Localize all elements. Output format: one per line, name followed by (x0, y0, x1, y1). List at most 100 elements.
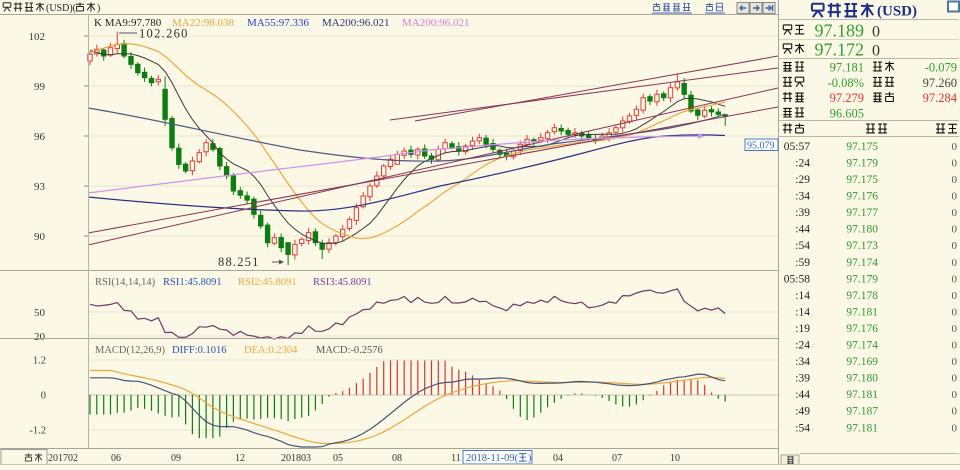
svg-text:88.251: 88.251 (218, 255, 260, 269)
svg-text:07: 07 (612, 453, 622, 464)
svg-text:97.176: 97.176 (846, 191, 878, 203)
svg-text::39: :39 (795, 373, 810, 385)
svg-text:): ) (97, 3, 100, 14)
svg-text:96: 96 (34, 131, 46, 143)
svg-text:97.181: 97.181 (830, 61, 864, 75)
svg-text:): ) (528, 453, 532, 464)
svg-text::24: :24 (795, 340, 810, 352)
svg-text:93: 93 (34, 181, 46, 193)
svg-text:97.172: 97.172 (815, 40, 865, 60)
svg-text::59: :59 (795, 257, 810, 269)
svg-text:97.175: 97.175 (846, 141, 878, 153)
svg-text:0: 0 (952, 141, 958, 153)
svg-text:0: 0 (952, 273, 958, 285)
svg-text:0: 0 (952, 191, 958, 203)
svg-text:97.187: 97.187 (846, 406, 878, 418)
svg-text:RSI(14,14,14): RSI(14,14,14) (95, 277, 156, 288)
svg-text:97.180: 97.180 (846, 373, 878, 385)
svg-text:06: 06 (111, 453, 121, 464)
svg-text:MACD(12,26,9): MACD(12,26,9) (95, 345, 166, 356)
svg-text::24: :24 (795, 157, 810, 169)
svg-text:97.284: 97.284 (923, 91, 958, 105)
svg-text:0: 0 (952, 340, 958, 352)
svg-text:DEA:0.2304: DEA:0.2304 (244, 345, 298, 356)
svg-text:97.260: 97.260 (923, 76, 957, 90)
svg-text:201803: 201803 (281, 453, 311, 464)
svg-text::44: :44 (795, 389, 810, 401)
svg-text:97.179: 97.179 (846, 273, 878, 285)
svg-text::39: :39 (795, 207, 810, 219)
svg-text:201702: 201702 (48, 453, 78, 464)
svg-text:-1.2: -1.2 (29, 426, 46, 437)
svg-text:0: 0 (952, 356, 958, 368)
svg-text:0: 0 (952, 389, 958, 401)
svg-text:97.174: 97.174 (846, 257, 878, 269)
svg-text:MACD:-0.2576: MACD:-0.2576 (316, 345, 383, 356)
svg-text::49: :49 (795, 406, 810, 418)
svg-text:09: 09 (171, 453, 181, 464)
svg-text:97.189: 97.189 (815, 21, 865, 41)
svg-text:RSI1:45.8091: RSI1:45.8091 (163, 277, 222, 288)
svg-text:0: 0 (952, 373, 958, 385)
svg-text::14: :14 (795, 290, 810, 302)
svg-text:0: 0 (952, 257, 958, 269)
svg-text:97.179: 97.179 (846, 157, 878, 169)
svg-text:1.2: 1.2 (33, 356, 46, 367)
svg-text:11: 11 (451, 453, 461, 464)
svg-text:0: 0 (952, 406, 958, 418)
svg-text:0: 0 (872, 24, 880, 41)
svg-text:12: 12 (235, 453, 245, 464)
svg-text::34: :34 (795, 191, 810, 203)
svg-text:-0.079: -0.079 (925, 61, 957, 75)
svg-text:2018-11-09(: 2018-11-09( (466, 453, 519, 464)
svg-text:0: 0 (952, 224, 958, 236)
svg-text:05: 05 (333, 453, 343, 464)
svg-text:MA200:96.021: MA200:96.021 (402, 17, 470, 29)
svg-text:96.605: 96.605 (830, 106, 864, 120)
svg-text:0: 0 (952, 174, 958, 186)
svg-text:0: 0 (952, 290, 958, 302)
svg-text::44: :44 (795, 224, 810, 236)
svg-text:MA200:96.021: MA200:96.021 (322, 17, 390, 29)
svg-text:102: 102 (29, 31, 46, 43)
svg-text:0: 0 (41, 391, 46, 402)
svg-text:97.169: 97.169 (846, 356, 878, 368)
svg-text:05:58: 05:58 (784, 273, 810, 285)
svg-text:-0.08%: -0.08% (828, 76, 864, 90)
svg-text:DIFF:0.1016: DIFF:0.1016 (172, 345, 227, 356)
svg-text:(USD)(: (USD)( (46, 3, 77, 14)
svg-text:(USD): (USD) (877, 4, 917, 20)
svg-text:97.181: 97.181 (846, 306, 878, 318)
svg-text:97.177: 97.177 (846, 207, 878, 219)
svg-text:05:57: 05:57 (784, 141, 810, 153)
svg-text:99: 99 (34, 81, 46, 93)
svg-text:0: 0 (952, 323, 958, 335)
svg-text:20: 20 (34, 331, 46, 343)
svg-text:RSI3:45.8091: RSI3:45.8091 (313, 277, 372, 288)
svg-text:0: 0 (872, 43, 880, 60)
svg-text::34: :34 (795, 356, 810, 368)
svg-text::19: :19 (795, 323, 810, 335)
svg-text:0: 0 (952, 422, 958, 434)
svg-text:90: 90 (34, 231, 46, 243)
svg-text::14: :14 (795, 306, 810, 318)
svg-text:04: 04 (553, 453, 563, 464)
svg-text:MA22:98.038: MA22:98.038 (172, 17, 235, 29)
svg-text:97.181: 97.181 (846, 422, 878, 434)
svg-text:102.260: 102.260 (139, 27, 189, 41)
svg-text:97.180: 97.180 (846, 224, 878, 236)
svg-text:97.178: 97.178 (846, 290, 878, 302)
svg-text:97.175: 97.175 (846, 174, 878, 186)
svg-text:RSI2:45.8091: RSI2:45.8091 (238, 277, 297, 288)
svg-text:K MA9:97.780: K MA9:97.780 (94, 17, 162, 29)
svg-text:50: 50 (34, 307, 46, 319)
svg-text:97.176: 97.176 (846, 323, 878, 335)
svg-text:97.279: 97.279 (830, 91, 864, 105)
svg-text:0: 0 (952, 240, 958, 252)
svg-text:97.173: 97.173 (846, 240, 878, 252)
svg-text:0: 0 (952, 157, 958, 169)
svg-text:10: 10 (670, 453, 680, 464)
svg-text:97.181: 97.181 (846, 389, 878, 401)
svg-text:0: 0 (952, 306, 958, 318)
svg-text:0: 0 (952, 207, 958, 219)
